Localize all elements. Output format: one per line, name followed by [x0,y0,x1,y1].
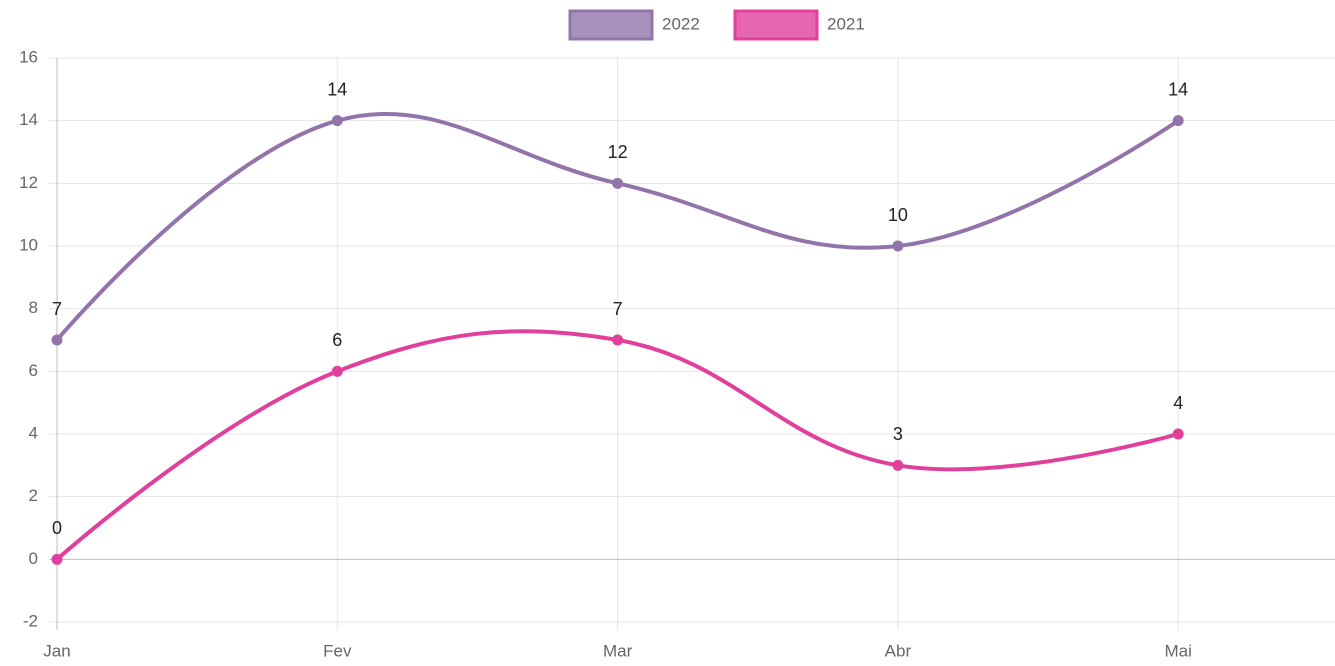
data-point [892,240,904,252]
data-label: 3 [893,424,903,444]
data-point [331,365,343,377]
data-label: 6 [332,330,342,350]
legend-label: 2021 [827,14,865,33]
data-point [1172,428,1184,440]
y-tick-label: 2 [29,486,38,505]
data-label: 0 [52,518,62,538]
data-label: 7 [613,299,623,319]
data-label: 7 [52,299,62,319]
legend-swatch [568,9,654,41]
y-tick-label: 0 [29,549,38,568]
y-tick-label: 12 [19,173,38,192]
data-point [1172,115,1184,127]
y-tick-label: 8 [29,298,38,317]
y-tick-label: -2 [23,611,38,630]
x-tick-label: Abr [885,641,912,660]
x-tick-label: Mar [603,641,633,660]
legend-swatch [733,9,819,41]
x-tick-label: Fev [323,641,352,660]
data-point [331,115,343,127]
legend-label: 2022 [662,14,700,33]
data-point [612,177,624,189]
data-point [51,553,63,565]
y-tick-label: 14 [19,110,38,129]
y-tick-label: 16 [19,47,38,66]
y-tick-label: 10 [19,235,38,254]
data-label: 14 [1168,79,1188,99]
data-point [612,334,624,346]
data-label: 12 [608,142,628,162]
data-label: 14 [327,79,347,99]
y-tick-label: 6 [29,361,38,380]
y-tick-label: 4 [29,423,38,442]
data-label: 10 [888,205,908,225]
data-label: 4 [1173,393,1183,413]
data-point [892,459,904,471]
x-tick-label: Jan [43,641,70,660]
data-point [51,334,63,346]
x-tick-label: Mai [1164,641,1191,660]
